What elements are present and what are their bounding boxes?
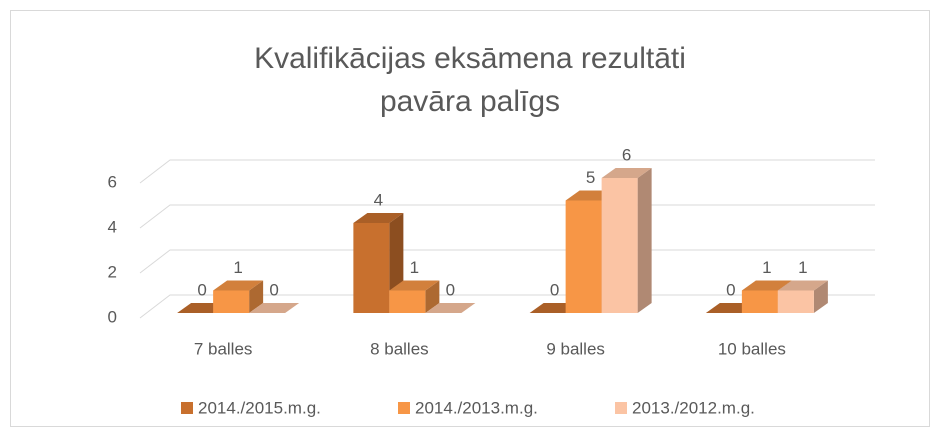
legend-label: 2014./2013.m.g. <box>415 398 538 417</box>
y-tick-label: 6 <box>108 172 117 191</box>
x-tick-label: 10 balles <box>718 339 786 358</box>
legend-label: 2014./2015.m.g. <box>198 398 321 417</box>
bar-front <box>777 290 814 313</box>
data-label: 1 <box>233 258 242 277</box>
x-tick-label: 9 balles <box>546 339 605 358</box>
bar <box>777 280 828 313</box>
x-tick-label: 8 balles <box>370 339 429 358</box>
bar <box>213 280 264 313</box>
bar-side <box>425 280 440 313</box>
legend-swatch <box>181 402 193 414</box>
bar <box>389 280 440 313</box>
data-label: 5 <box>586 168 595 187</box>
bar-side <box>813 280 828 313</box>
data-label: 1 <box>410 258 419 277</box>
bar-front <box>389 290 426 313</box>
bar-side <box>249 280 264 313</box>
chart-title: Kvalifikācijas eksāmena rezultāti <box>254 42 686 75</box>
bar-top <box>425 303 476 313</box>
bar-top <box>741 280 792 291</box>
bar <box>425 303 476 313</box>
data-label: 0 <box>550 280 559 299</box>
chart-title: pavāra palīgs <box>380 85 560 118</box>
bar-front <box>565 200 602 313</box>
y-tick-label: 4 <box>108 217 117 236</box>
data-label: 1 <box>762 258 771 277</box>
data-label: 1 <box>798 258 807 277</box>
bar-top <box>249 303 300 313</box>
bar <box>249 303 300 313</box>
data-label: 0 <box>197 280 206 299</box>
data-label: 6 <box>622 145 631 164</box>
grid-line <box>139 159 875 184</box>
bar-top <box>353 213 404 223</box>
data-label: 0 <box>726 280 735 299</box>
legend-swatch <box>398 402 410 414</box>
bar-top <box>213 280 264 291</box>
x-tick-label: 7 balles <box>194 339 253 358</box>
data-label: 0 <box>269 280 278 299</box>
legend-swatch <box>615 402 627 414</box>
bar <box>601 168 652 313</box>
bar-side <box>637 168 652 313</box>
bar-front <box>741 290 778 313</box>
bar-front <box>601 178 638 313</box>
legend-label: 2013./2012.m.g. <box>632 398 755 417</box>
bar-top <box>389 280 440 291</box>
bar-top <box>777 280 828 291</box>
y-tick-label: 0 <box>108 307 117 326</box>
data-label: 4 <box>374 190 383 209</box>
chart-frame <box>10 10 930 427</box>
data-label: 0 <box>446 280 455 299</box>
bar-front <box>213 290 250 313</box>
y-tick-label: 2 <box>108 262 117 281</box>
bar-front <box>353 223 390 313</box>
bar-top <box>601 168 652 178</box>
